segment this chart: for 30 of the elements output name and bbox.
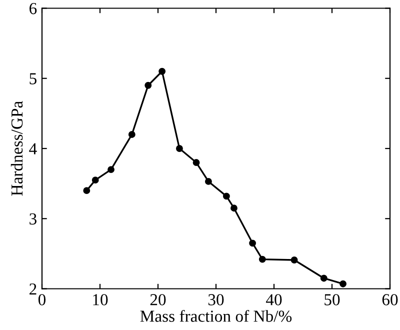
x-axis-title: Mass fraction of Nb/% (140, 310, 292, 322)
point (83, 187, 90, 194)
y-tick-label: 3 (30, 213, 36, 225)
y-tick-label: 4 (29, 143, 37, 154)
point (249, 240, 256, 247)
y-axis-title: Hardness/GPa (10, 101, 23, 196)
point (230, 204, 238, 212)
point (144, 82, 152, 89)
point (204, 178, 212, 185)
point (92, 176, 99, 184)
point (258, 256, 266, 263)
point (192, 159, 200, 166)
x-tick-label: 10 (93, 294, 108, 306)
point (108, 166, 114, 174)
y-tick-label: 2 (30, 283, 36, 295)
x-tick-label: 0 (38, 294, 46, 306)
point (340, 280, 346, 288)
point (176, 145, 183, 152)
point (128, 131, 136, 138)
y-tick-label: 5 (30, 73, 36, 84)
point (222, 192, 230, 200)
point (158, 68, 166, 75)
x-tick-label: 20 (150, 294, 166, 306)
x-tick-label: 60 (382, 294, 398, 306)
y-tick-label: 6 (30, 2, 37, 14)
x-tick-label: 50 (324, 294, 340, 306)
x-tick-label: 30 (208, 294, 224, 306)
x-tick-label: 40 (266, 294, 282, 306)
point (320, 274, 328, 282)
point (290, 256, 298, 264)
